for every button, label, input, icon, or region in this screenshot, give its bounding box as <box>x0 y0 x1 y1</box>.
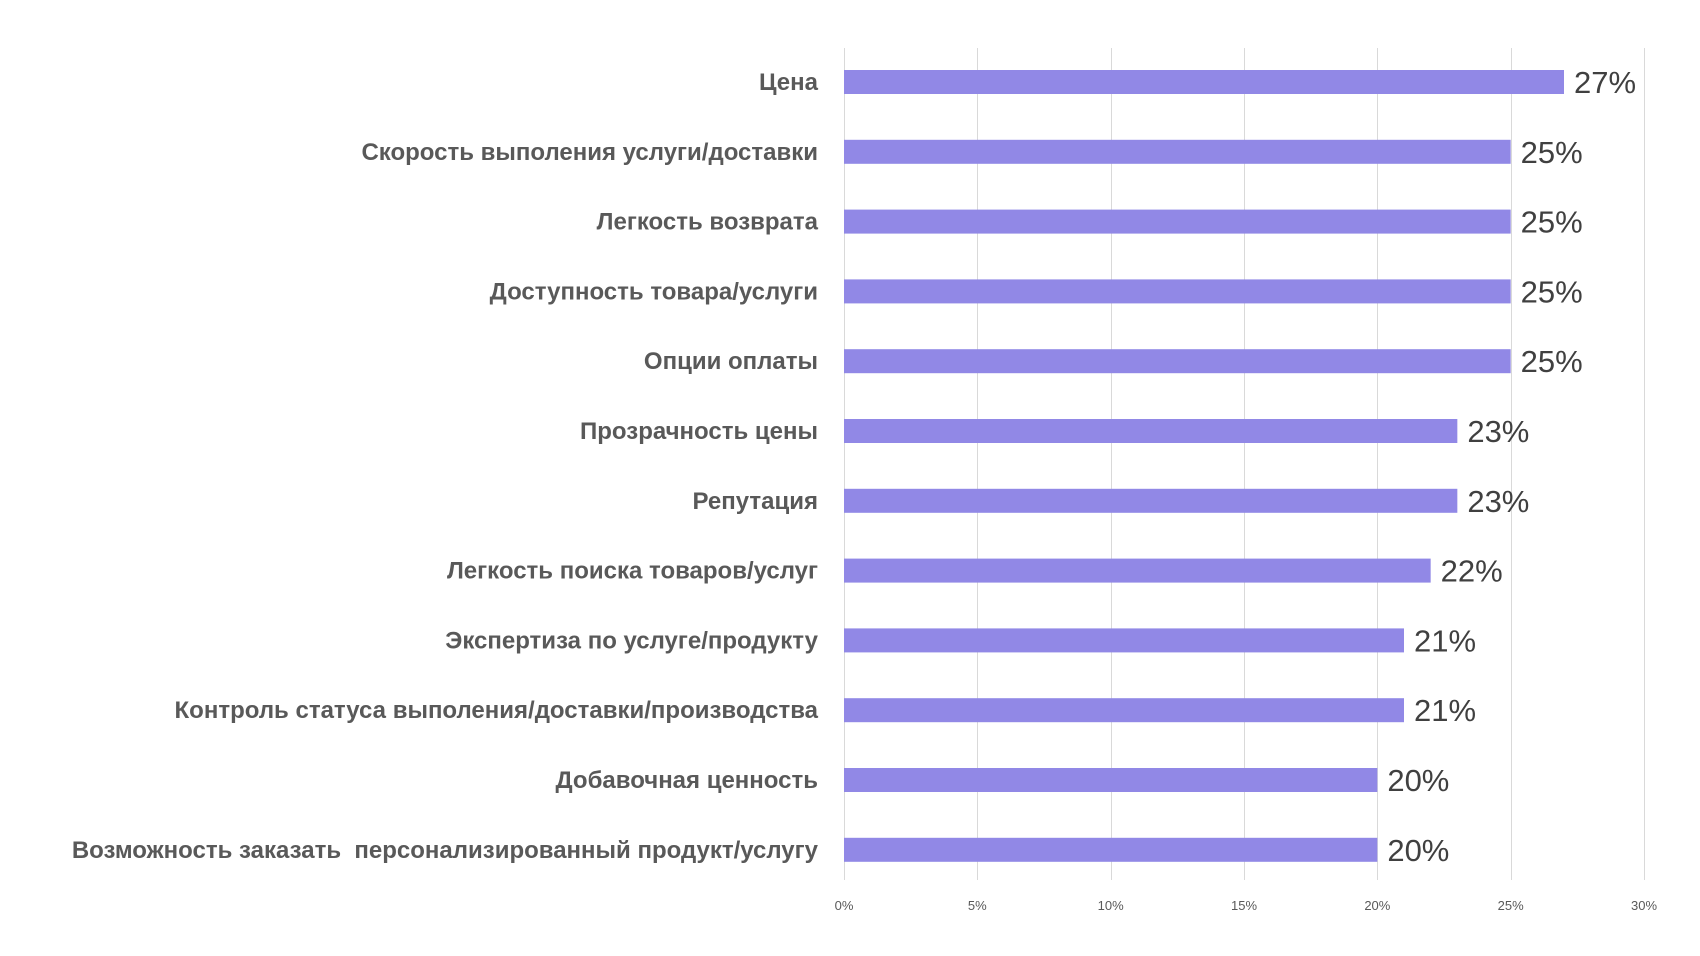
value-label: 25% <box>1521 135 1583 170</box>
x-tick-label: 30% <box>1631 898 1657 913</box>
value-label: 23% <box>1467 484 1529 519</box>
x-tick-label: 25% <box>1498 898 1524 913</box>
category-label: Прозрачность цены <box>580 418 818 445</box>
x-tick-label: 10% <box>1098 898 1124 913</box>
x-tick-label: 20% <box>1364 898 1390 913</box>
category-label: Цена <box>759 69 819 96</box>
value-label: 23% <box>1467 414 1529 449</box>
value-label: 22% <box>1441 554 1503 589</box>
category-label: Доступность товара/услуги <box>490 278 818 305</box>
bar <box>844 209 1511 234</box>
category-label: Экспертиза по услуге/продукту <box>445 627 818 654</box>
value-labels: 27% 25% 25% 25% 25% 23% 23% 22% 21% 21% 20% 20% <box>1387 65 1636 868</box>
bar <box>844 698 1404 723</box>
category-label: Возможность заказать персонализированный… <box>72 837 819 864</box>
x-axis-tick-labels: 0% 5% 10% 15% 20% 25% 30% <box>835 898 1658 913</box>
bar <box>844 279 1511 304</box>
value-label: 25% <box>1521 344 1583 379</box>
category-labels: Цена Скорость выполения услуги/доставки Ле… <box>72 69 819 864</box>
bar <box>844 139 1511 164</box>
category-label: Контроль статуса выполения/доставки/прои… <box>175 697 819 724</box>
category-label: Опции оплаты <box>644 348 818 375</box>
bar <box>844 628 1404 653</box>
value-label: 25% <box>1521 274 1583 309</box>
bar <box>844 558 1431 583</box>
category-label: Репутация <box>692 488 818 515</box>
bar <box>844 419 1458 443</box>
category-label: Легкость возврата <box>597 209 819 236</box>
bar <box>844 837 1378 862</box>
value-label: 21% <box>1414 623 1476 658</box>
value-label: 20% <box>1387 833 1449 868</box>
gridlines <box>844 48 1645 880</box>
value-label: 25% <box>1521 205 1583 240</box>
bar <box>844 488 1458 513</box>
category-label: Добавочная ценность <box>556 767 818 794</box>
x-tick-label: 5% <box>968 898 987 913</box>
category-label: Легкость поиска товаров/услуг <box>447 558 818 585</box>
value-label: 21% <box>1414 693 1476 728</box>
category-label: Скорость выполения услуги/доставки <box>361 139 818 166</box>
value-label: 27% <box>1574 65 1636 100</box>
x-tick-label: 0% <box>835 898 854 913</box>
bar <box>844 768 1378 792</box>
x-tick-label: 15% <box>1231 898 1257 913</box>
bar <box>844 349 1511 374</box>
value-label: 20% <box>1387 763 1449 798</box>
bars <box>844 70 1564 862</box>
bar <box>844 70 1564 94</box>
